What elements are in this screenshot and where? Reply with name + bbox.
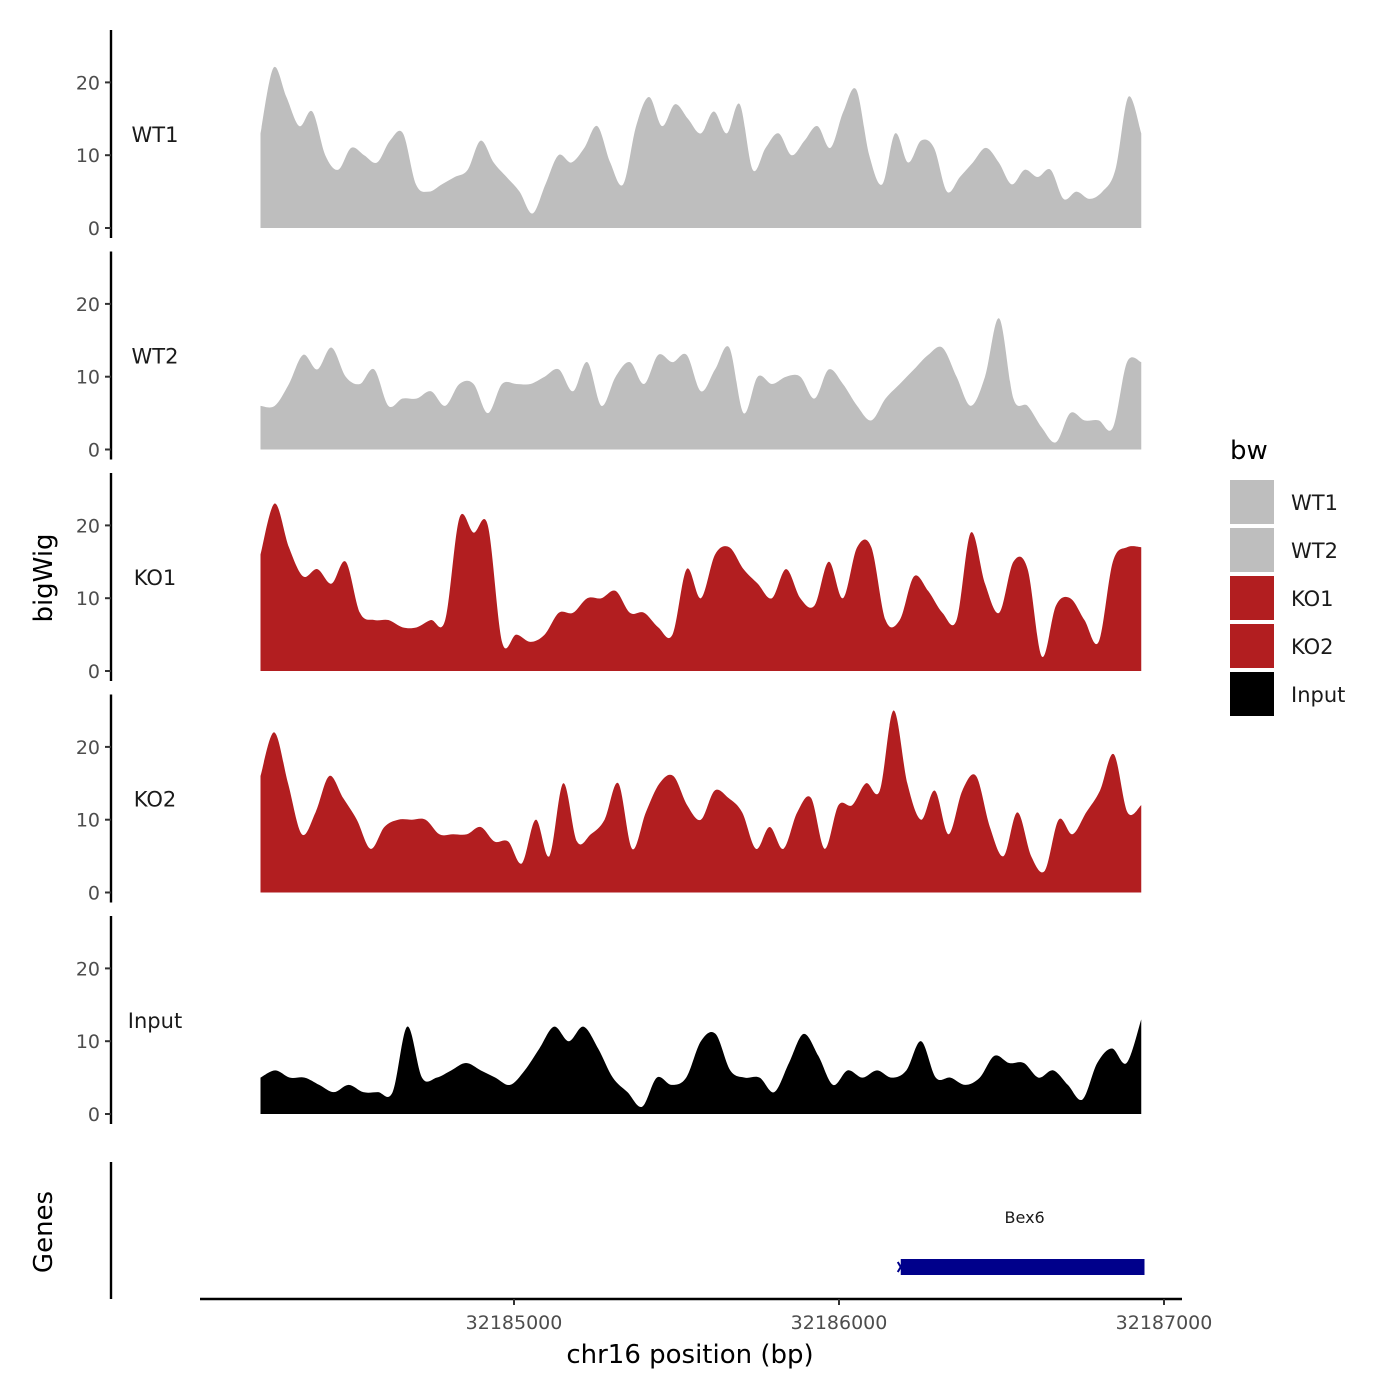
legend-label: Input <box>1291 683 1345 707</box>
gene-strand-marker <box>896 1261 905 1273</box>
gene-label: Bex6 <box>1005 1208 1045 1227</box>
legend-key-input <box>1230 672 1274 716</box>
gene-body <box>900 1259 1145 1275</box>
area-input <box>260 1019 1142 1114</box>
x-axis-title: chr16 position (bp) <box>566 1340 813 1370</box>
track-input: 0 10 20 Input <box>76 916 1142 1126</box>
y-tick-label: 10 <box>76 810 100 832</box>
area-ko2 <box>260 710 1142 893</box>
legend-label: KO1 <box>1291 587 1334 611</box>
y-tick-label: 10 <box>76 367 100 389</box>
tracks-layer: 0 10 20 WT1 0 10 20 WT2 0 10 20 KO1 0 10 20 KO2 0 10 20 Inp… <box>76 30 1142 1126</box>
area-ko1 <box>260 503 1142 671</box>
y-axis-title: bigWig <box>29 533 59 622</box>
legend-key-ko2 <box>1230 624 1274 668</box>
y-tick-label: 20 <box>76 294 100 316</box>
y-tick-label: 0 <box>88 661 100 683</box>
x-tick-label: 32187000 <box>1116 1312 1213 1334</box>
y-tick-label: 20 <box>76 737 100 759</box>
track-label: KO2 <box>134 788 177 812</box>
y-tick-label: 0 <box>88 883 100 905</box>
track-label: KO1 <box>134 566 177 590</box>
area-wt2 <box>260 318 1142 450</box>
legend: bw WT1 WT2 KO1 KO2 Input <box>1230 436 1345 716</box>
track-wt1: 0 10 20 WT1 <box>76 30 1142 240</box>
area-wt1 <box>260 66 1142 228</box>
y-tick-label: 0 <box>88 1104 100 1126</box>
legend-label: WT1 <box>1291 491 1338 515</box>
y-tick-label: 0 <box>88 218 100 240</box>
track-ko1: 0 10 20 KO1 <box>76 473 1142 683</box>
legend-key-wt2 <box>1230 528 1274 572</box>
track-label: WT1 <box>132 123 179 147</box>
y-tick-label: 10 <box>76 145 100 167</box>
x-tick-label: 32185000 <box>466 1312 563 1334</box>
legend-label: KO2 <box>1291 635 1334 659</box>
x-tick-label: 32186000 <box>791 1312 888 1334</box>
legend-label: WT2 <box>1291 539 1338 563</box>
track-label: WT2 <box>132 345 179 369</box>
legend-key-ko1 <box>1230 576 1274 620</box>
genes-axis-title: Genes <box>29 1191 59 1273</box>
legend-title: bw <box>1230 436 1268 466</box>
y-tick-label: 20 <box>76 958 100 980</box>
y-tick-label: 10 <box>76 1031 100 1053</box>
y-tick-label: 20 <box>76 72 100 94</box>
y-tick-label: 20 <box>76 515 100 537</box>
track-label: Input <box>128 1009 182 1033</box>
legend-key-wt1 <box>1230 480 1274 524</box>
track-ko2: 0 10 20 KO2 <box>76 694 1142 905</box>
y-tick-label: 10 <box>76 588 100 610</box>
genes-track: Genes Bex6 <box>29 1162 1145 1299</box>
track-wt2: 0 10 20 WT2 <box>76 251 1142 462</box>
x-axis: 32185000 32186000 32187000 <box>200 1297 1213 1334</box>
y-tick-label: 0 <box>88 440 100 462</box>
